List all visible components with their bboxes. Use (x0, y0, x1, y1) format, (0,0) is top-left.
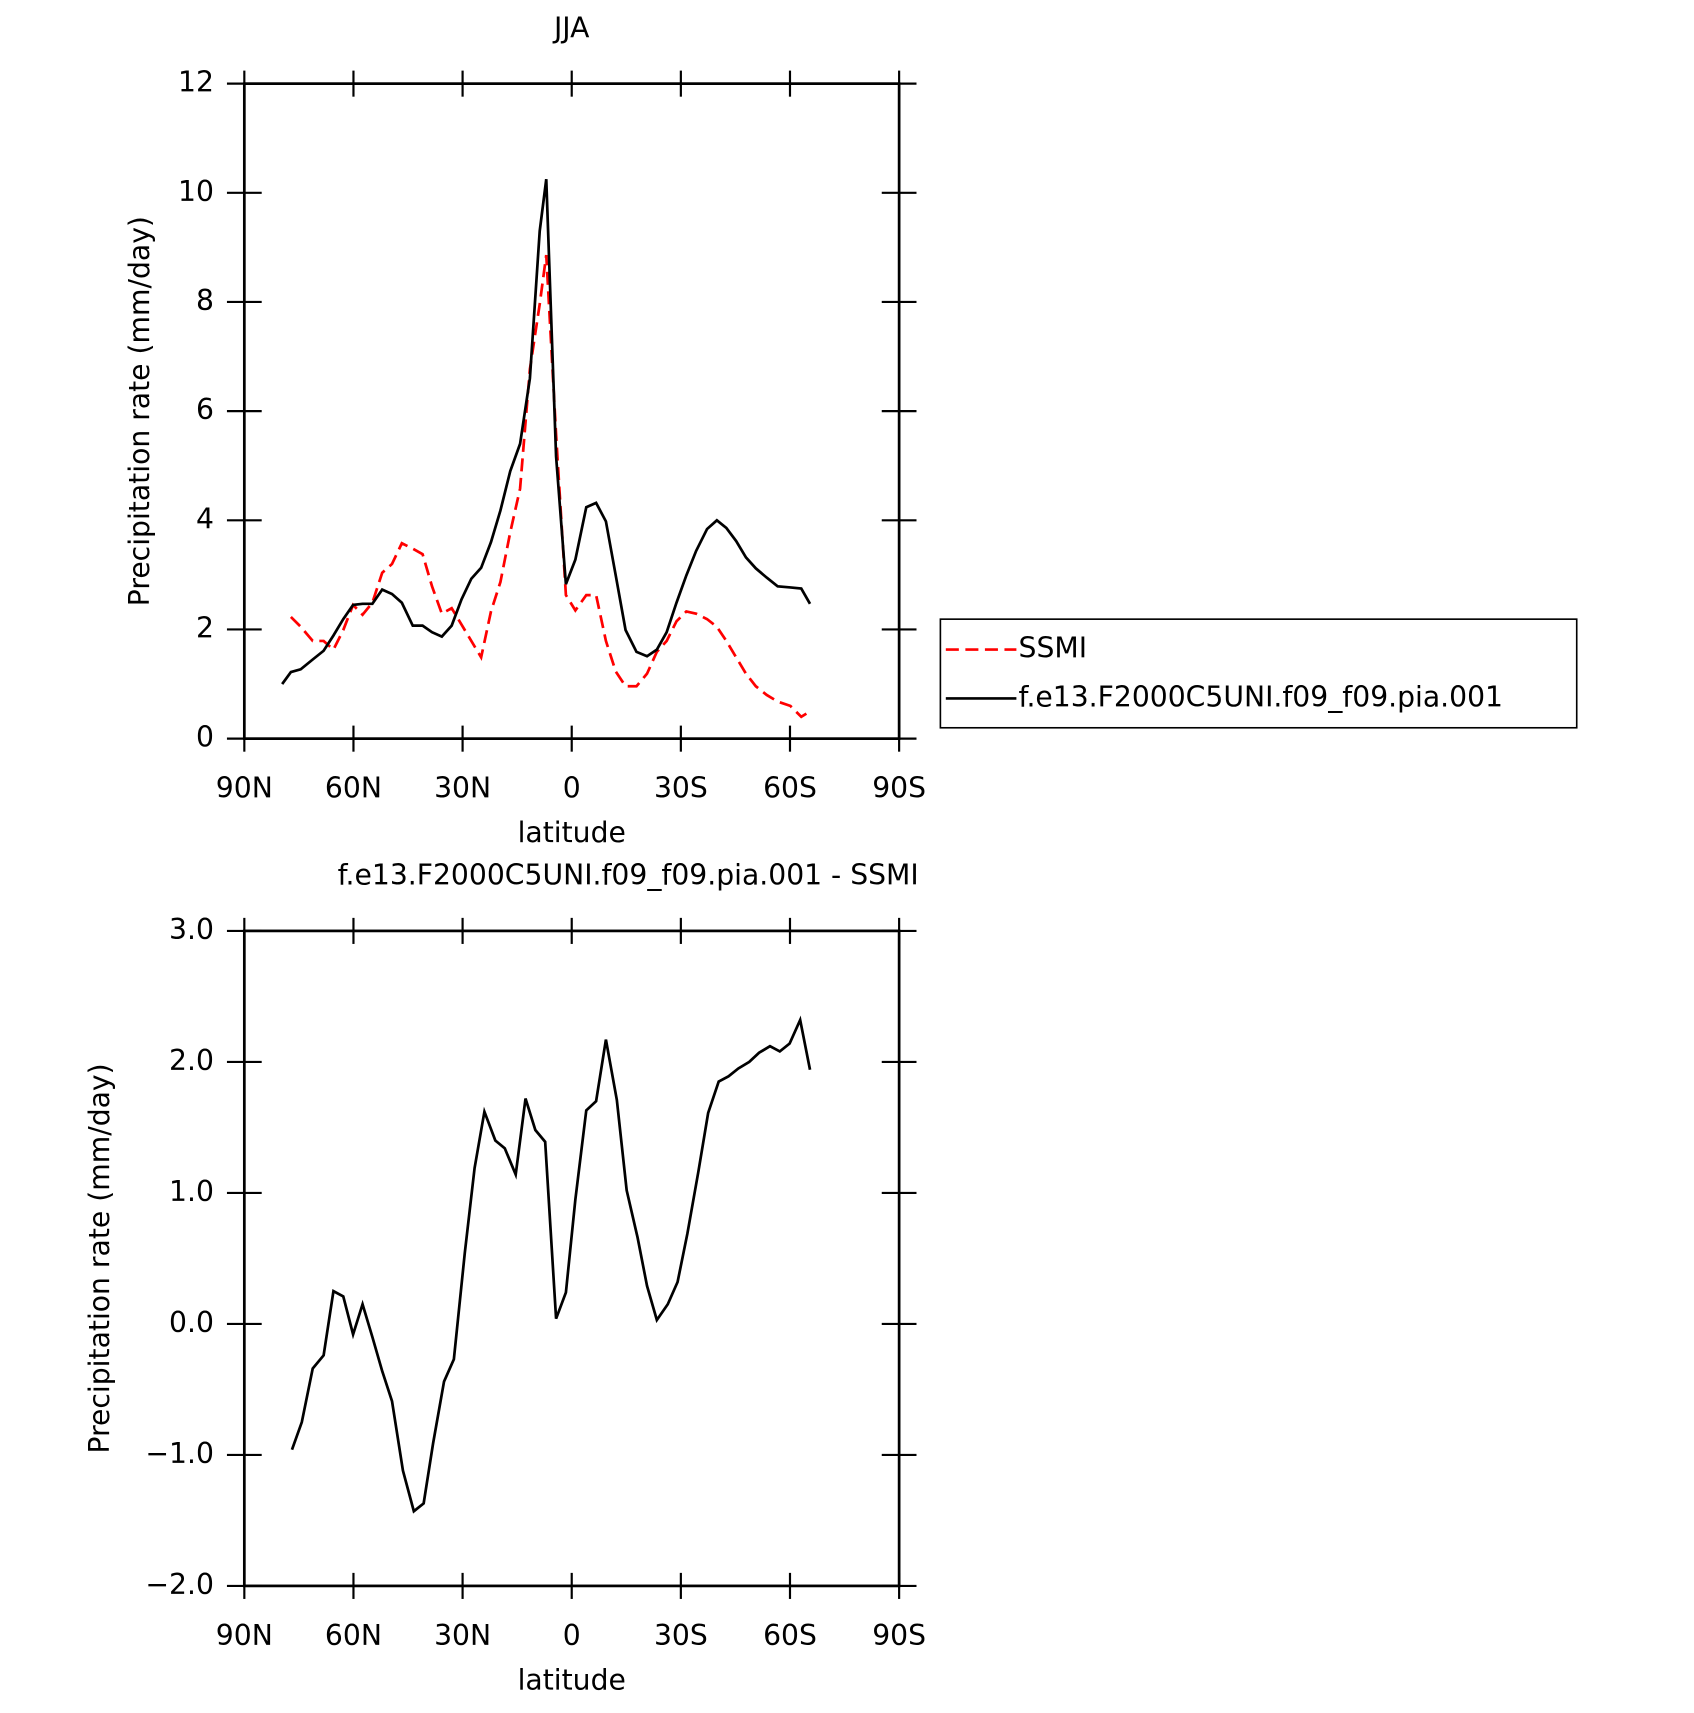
x-tick-label: 30S (654, 772, 708, 805)
x-tick-label: 0 (563, 772, 581, 805)
y-tick-label: 12 (178, 66, 214, 99)
panel: f.e13.F2000C5UNI.f09_f09.pia.001 - SSMI l… (83, 859, 926, 1697)
x-tick-label: 60N (325, 772, 382, 805)
data-line (290, 1015, 812, 1514)
y-axis-label: Precipitation rate (mm/day) (123, 216, 156, 606)
y-tick-label: 10 (178, 175, 214, 208)
y-tick-label: −2.0 (145, 1568, 214, 1601)
y-tick-label: −1.0 (145, 1437, 214, 1470)
data-line (281, 178, 812, 685)
plot-frame (242, 82, 901, 741)
x-tick-label: 0 (563, 1619, 581, 1652)
x-axis-label: latitude (518, 816, 626, 849)
x-tick-label: 90S (872, 1619, 926, 1652)
x-tick-label: 60S (763, 772, 817, 805)
x-tick-label: 30N (434, 772, 491, 805)
x-axis-label: latitude (518, 1663, 626, 1696)
data-line (289, 254, 811, 719)
x-tick-label: 90S (872, 772, 926, 805)
chart-title: JJA (552, 11, 590, 44)
y-tick-label: 4 (196, 502, 214, 535)
y-tick-label: 2 (196, 611, 214, 644)
y-tick-label: 1.0 (169, 1175, 214, 1208)
y-tick-label: 8 (196, 284, 214, 317)
x-tick-label: 90N (216, 772, 273, 805)
x-tick-label: 90N (216, 1619, 273, 1652)
y-tick-label: 2.0 (169, 1044, 214, 1077)
x-tick-label: 30N (434, 1619, 491, 1652)
y-axis-label: Precipitation rate (mm/day) (83, 1063, 116, 1453)
y-tick-label: 3.0 (169, 913, 214, 946)
x-tick-label: 30S (654, 1619, 708, 1652)
legend-label: SSMI (1019, 632, 1087, 665)
x-tick-label: 60N (325, 1619, 382, 1652)
plot-frame (242, 929, 901, 1588)
y-tick-label: 0 (196, 721, 214, 754)
legend-box (939, 618, 1578, 729)
y-tick-label: 0.0 (169, 1306, 214, 1339)
panel: JJA latitude Precipitation rate (mm/day) 90… (123, 11, 1578, 849)
y-tick-label: 6 (196, 393, 214, 426)
x-tick-label: 60S (763, 1619, 817, 1652)
chart-title: f.e13.F2000C5UNI.f09_f09.pia.001 - SSMI (338, 859, 919, 892)
legend-label: f.e13.F2000C5UNI.f09_f09.pia.001 (1019, 680, 1503, 713)
